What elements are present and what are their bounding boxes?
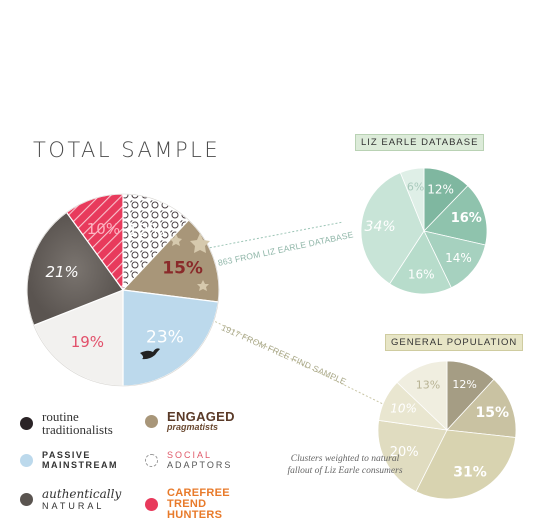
legend-item-engaged: ENGAGED pragmatists [145,410,235,432]
pie-liz-label-5: 6% [407,181,424,194]
legend-swatch [145,414,158,428]
pie-total-label-engaged: 15% [162,259,203,279]
legend-label: traditionalists [42,422,113,437]
pie-total-label-routine: 12% [127,221,165,241]
pie-total-label-carefree: 10% [87,220,120,238]
pie-general-label-1: 15% [475,405,509,421]
pie-liz-label-3: 16% [408,268,435,282]
pie-liz-slice-1 [423,185,488,246]
chart-title: TOTAL SAMPLE [33,138,221,162]
pie-general-slice-5 [396,360,448,431]
legend-label: TREND HUNTERS [167,498,223,521]
pie-total-sample: 12% 15% 23% 19% 21% 10% [26,193,220,387]
star-icon [190,233,210,253]
legend-label: routine [42,409,79,424]
general-chart-title: GENERAL POPULATION [385,334,524,351]
star-icon [170,234,182,246]
pie-general-label-0: 12% [452,378,476,391]
bird-icon [140,348,160,360]
pie-liz-slice-4 [360,172,425,285]
legend-label: ENGAGED [167,409,235,424]
pie-total-outline [26,193,220,387]
pie-liz-label-1: 16% [451,211,482,226]
legend-item-passive: PASSIVE MAINSTREAM [20,450,118,471]
pie-liz-label-4: 34% [365,219,396,235]
pie-total-label-authentic: 21% [45,263,78,281]
legend-item-carefree: CAREFREE TREND HUNTERS [145,488,230,521]
legend-label: CAREFREE [167,487,230,499]
legend-label: NATURAL [42,501,105,511]
legend-swatch [145,498,158,511]
legend-label: authentically [42,487,122,501]
legend-item-authentic: authentically NATURAL [20,488,121,511]
legend-swatch [20,416,33,430]
pie-liz-label-2: 14% [445,251,472,265]
legend-item-social: SOCIAL ADAPTORS [145,450,232,471]
pie-general-slice-2 [415,429,517,500]
pie-total-label-social: 19% [71,333,104,351]
liz-chart-title: LIZ EARLE DATABASE [355,134,485,151]
connector-general [207,317,386,406]
legend-item-routine: routine traditionalists [20,410,113,436]
pie-general-label-5: 13% [416,379,440,392]
pie-liz-slice-5 [399,167,425,232]
star-icon-group [170,233,210,291]
legend-label: pragmatists [167,422,219,432]
pie-general-label-2: 31% [453,464,487,480]
legend-swatch [20,454,33,467]
pie-total-label-passive: 23% [146,328,184,348]
legend-label: SOCIAL [167,450,213,460]
pie-liz-label-0: 12% [427,183,454,197]
legend-label: MAINSTREAM [42,460,118,470]
pie-liz-slice-2 [423,230,486,289]
pie-general-population: 12% 15% 31% 20% 10% 13% [377,360,517,500]
legend-swatch [20,493,33,506]
star-icon [197,280,209,291]
legend-label: ADAPTORS [167,460,233,470]
legend-label: PASSIVE [42,450,91,460]
pie-liz-earle-database: 12% 16% 14% 16% 34% 6% [360,167,488,295]
weighting-note: Clusters weighted to natural fallout of … [287,454,403,476]
connector-liz [197,221,344,251]
legend-swatch [145,454,158,467]
pie-general-slice-3 [377,419,448,493]
pie-general-label-3: 20% [390,445,419,460]
pie-general-slice-1 [446,378,517,438]
pie-general-label-4: 10% [390,401,417,415]
pie-liz-slice-3 [389,230,452,295]
